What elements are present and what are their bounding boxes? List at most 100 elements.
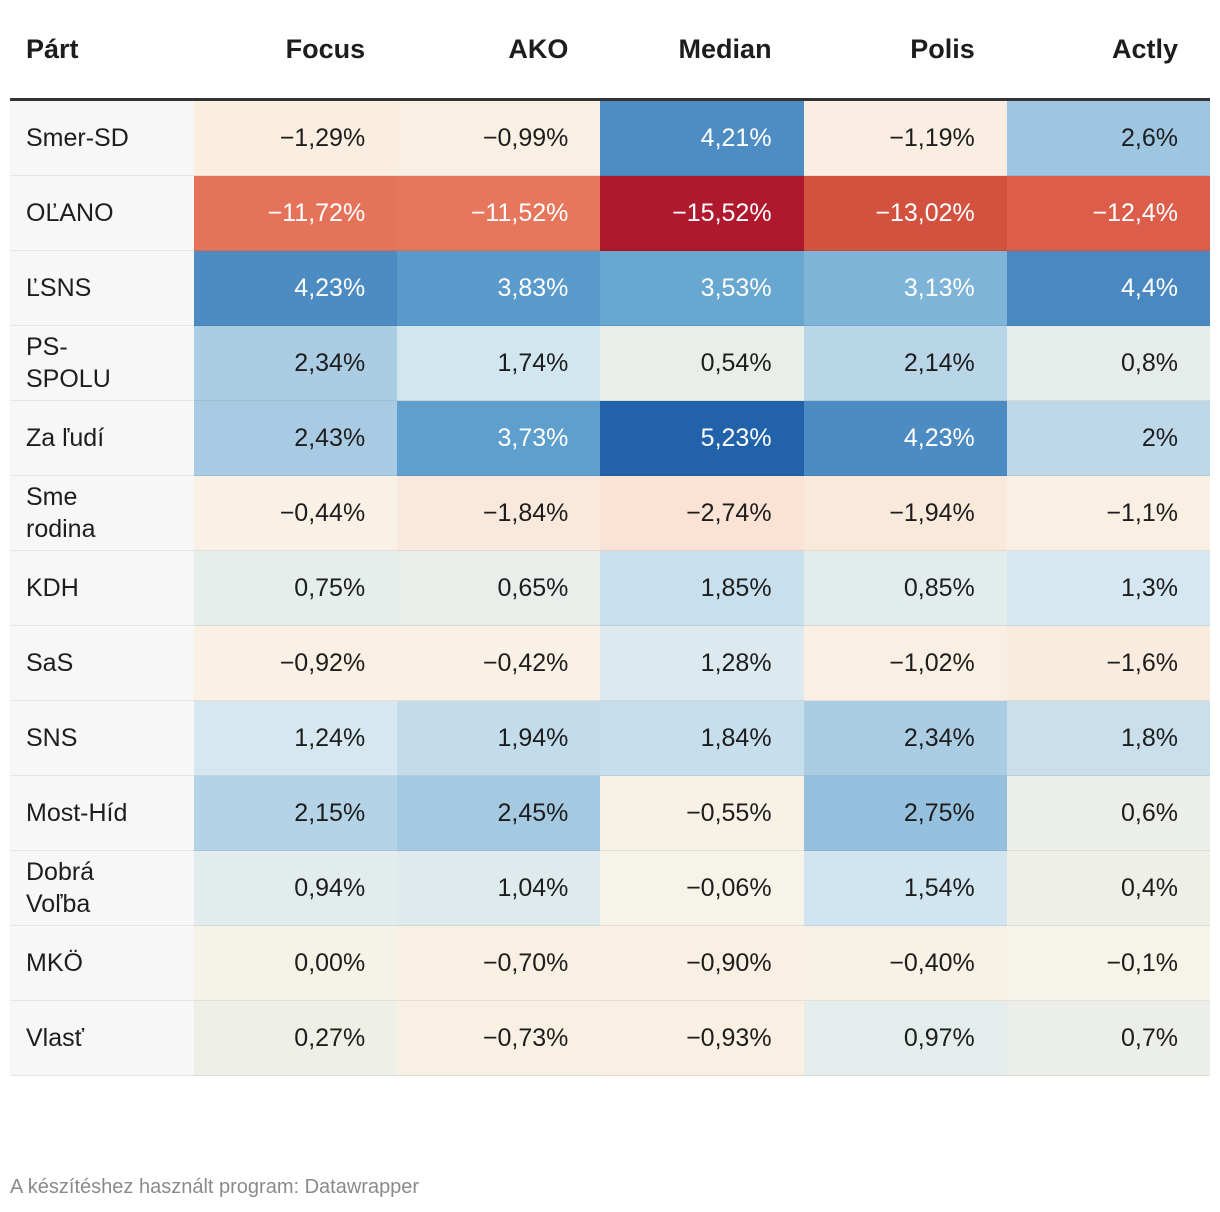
party-name: Sme rodina <box>10 475 194 551</box>
value-cell: −1,6% <box>1006 625 1210 701</box>
value-cell: 3,53% <box>600 250 804 326</box>
table-row: Za ľudí 2,43% 3,73% 5,23% 4,23% 2% <box>10 400 1210 476</box>
value-cell: −1,19% <box>803 99 1007 176</box>
value-cell: −0,99% <box>397 99 601 176</box>
table-row: Sme rodina −0,44% −1,84% −2,74% −1,94% −1,1% <box>10 475 1210 551</box>
value-cell: −0,44% <box>194 475 398 551</box>
value-cell: −1,1% <box>1006 475 1210 551</box>
value-cell: 2,6% <box>1006 99 1210 176</box>
value-cell: 0,8% <box>1006 325 1210 401</box>
table-row: Vlasť 0,27% −0,73% −0,93% 0,97% 0,7% <box>10 1000 1210 1076</box>
party-name: Most-Híd <box>10 775 194 851</box>
table-row: OĽANO −11,72% −11,52% −15,52% −13,02% −12,4% <box>10 175 1210 251</box>
value-cell: 2,14% <box>803 325 1007 401</box>
value-cell: −0,55% <box>600 775 804 851</box>
value-cell: −0,70% <box>397 925 601 1001</box>
party-name: OĽANO <box>10 175 194 251</box>
value-cell: −12,4% <box>1006 175 1210 251</box>
value-cell: 2,15% <box>194 775 398 851</box>
value-cell: 0,27% <box>194 1000 398 1076</box>
value-cell: 0,00% <box>194 925 398 1001</box>
party-name: SaS <box>10 625 194 701</box>
value-cell: −0,42% <box>397 625 601 701</box>
party-name: Smer-SD <box>10 99 194 176</box>
value-cell: 3,13% <box>803 250 1007 326</box>
value-cell: −1,29% <box>194 99 398 176</box>
value-cell: 2,34% <box>194 325 398 401</box>
value-cell: 2,43% <box>194 400 398 476</box>
table-row: KDH 0,75% 0,65% 1,85% 0,85% 1,3% <box>10 550 1210 626</box>
value-cell: 0,54% <box>600 325 804 401</box>
value-cell: 4,4% <box>1006 250 1210 326</box>
table-row: MKÖ 0,00% −0,70% −0,90% −0,40% −0,1% <box>10 925 1210 1001</box>
value-cell: 1,85% <box>600 550 804 626</box>
value-cell: 0,94% <box>194 850 398 926</box>
value-cell: 2% <box>1006 400 1210 476</box>
table-row: PS-SPOLU 2,34% 1,74% 0,54% 2,14% 0,8% <box>10 325 1210 401</box>
party-name: Za ľudí <box>10 400 194 476</box>
value-cell: −0,90% <box>600 925 804 1001</box>
value-cell: 4,23% <box>803 400 1007 476</box>
column-header: Median <box>600 0 804 101</box>
value-cell: 1,3% <box>1006 550 1210 626</box>
value-cell: 1,24% <box>194 700 398 776</box>
column-header: Focus <box>194 0 398 101</box>
value-cell: 0,75% <box>194 550 398 626</box>
table-body: Smer-SD −1,29% −0,99% 4,21% −1,19% 2,6% OĽANO −… <box>10 99 1210 1076</box>
table-row: SNS 1,24% 1,94% 1,84% 2,34% 1,8% <box>10 700 1210 776</box>
value-cell: −1,94% <box>803 475 1007 551</box>
value-cell: 0,6% <box>1006 775 1210 851</box>
value-cell: 1,54% <box>803 850 1007 926</box>
value-cell: −11,52% <box>397 175 601 251</box>
value-cell: −1,84% <box>397 475 601 551</box>
value-cell: −1,02% <box>803 625 1007 701</box>
value-cell: 0,65% <box>397 550 601 626</box>
value-cell: 0,85% <box>803 550 1007 626</box>
party-name: KDH <box>10 550 194 626</box>
party-name: PS-SPOLU <box>10 325 194 401</box>
value-cell: −11,72% <box>194 175 398 251</box>
value-cell: 1,04% <box>397 850 601 926</box>
table-row: Most-Híd 2,15% 2,45% −0,55% 2,75% 0,6% <box>10 775 1210 851</box>
value-cell: −13,02% <box>803 175 1007 251</box>
value-cell: −15,52% <box>600 175 804 251</box>
party-name: Vlasť <box>10 1000 194 1076</box>
column-header: Párt <box>10 0 194 101</box>
value-cell: −2,74% <box>600 475 804 551</box>
value-cell: 0,4% <box>1006 850 1210 926</box>
value-cell: 1,74% <box>397 325 601 401</box>
value-cell: 5,23% <box>600 400 804 476</box>
column-header: Polis <box>803 0 1007 101</box>
value-cell: −0,1% <box>1006 925 1210 1001</box>
value-cell: 2,34% <box>803 700 1007 776</box>
value-cell: 0,97% <box>803 1000 1007 1076</box>
value-cell: 1,84% <box>600 700 804 776</box>
footer: A készítéshez használt program: Datawrap… <box>10 1176 420 1198</box>
column-header: Actly <box>1006 0 1210 101</box>
table-row: ĽSNS 4,23% 3,83% 3,53% 3,13% 4,4% <box>10 250 1210 326</box>
table-row: Smer-SD −1,29% −0,99% 4,21% −1,19% 2,6% <box>10 99 1210 176</box>
value-cell: 1,8% <box>1006 700 1210 776</box>
value-cell: −0,40% <box>803 925 1007 1001</box>
party-name: MKÖ <box>10 925 194 1001</box>
value-cell: 0,7% <box>1006 1000 1210 1076</box>
header-row: Párt Focus AKO Median Polis Actly <box>10 0 1210 101</box>
value-cell: 2,45% <box>397 775 601 851</box>
column-header: AKO <box>397 0 601 101</box>
data-table: Párt Focus AKO Median Polis Actly Smer-SD −1,2… <box>10 0 1210 1076</box>
value-cell: 4,23% <box>194 250 398 326</box>
party-name: SNS <box>10 700 194 776</box>
value-cell: 3,73% <box>397 400 601 476</box>
party-name: ĽSNS <box>10 250 194 326</box>
value-cell: −0,73% <box>397 1000 601 1076</box>
value-cell: −0,06% <box>600 850 804 926</box>
value-cell: 3,83% <box>397 250 601 326</box>
value-cell: 1,94% <box>397 700 601 776</box>
value-cell: −0,93% <box>600 1000 804 1076</box>
table-row: Dobrá Voľba 0,94% 1,04% −0,06% 1,54% 0,4% <box>10 850 1210 926</box>
value-cell: 2,75% <box>803 775 1007 851</box>
value-cell: 4,21% <box>600 99 804 176</box>
value-cell: 1,28% <box>600 625 804 701</box>
value-cell: −0,92% <box>194 625 398 701</box>
